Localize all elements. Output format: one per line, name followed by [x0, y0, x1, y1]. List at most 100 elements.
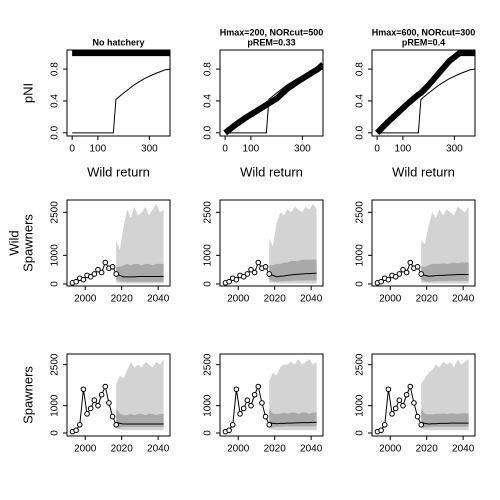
y-tick-label: 2500 — [203, 353, 214, 376]
observed-point — [84, 411, 90, 417]
x-tick-label: 2020 — [264, 444, 287, 455]
y-tick-label: 0.0 — [355, 125, 366, 139]
y-tick-label: 0.0 — [50, 125, 61, 139]
observed-point — [378, 278, 384, 285]
observed-point — [407, 259, 414, 266]
y-tick-label: 2500 — [50, 353, 61, 376]
x-tick-label: 0 — [374, 144, 380, 155]
observed-point — [240, 274, 247, 280]
pni-line — [225, 68, 323, 134]
x-tick-label: 2020 — [111, 294, 134, 305]
inner-band — [116, 408, 164, 428]
plot-box — [219, 49, 324, 137]
panel-title: No hatchery — [92, 37, 144, 47]
y-tick-label: 1000 — [355, 394, 366, 417]
inner-band — [116, 263, 164, 282]
observed-point — [251, 269, 258, 276]
observed-point — [414, 413, 421, 420]
observed-point — [226, 427, 232, 434]
pni-line — [377, 68, 475, 134]
outer-band — [116, 203, 164, 284]
x-tick-label: 2040 — [147, 444, 170, 455]
observed-point — [385, 276, 392, 283]
observed-point — [91, 271, 98, 277]
y-tick-label: 0 — [355, 281, 366, 287]
y-tick-label: 1000 — [50, 244, 61, 267]
observed-point — [95, 402, 101, 409]
plot-box — [66, 353, 171, 437]
outer-band — [421, 359, 469, 431]
x-tick-label: 0 — [222, 144, 228, 155]
observed-point — [403, 269, 410, 276]
observed-point — [396, 397, 403, 403]
x-tick-label: 2000 — [74, 444, 97, 455]
observed-point — [411, 400, 417, 406]
plot-box — [371, 353, 476, 437]
y-tick-label: 0.4 — [203, 94, 214, 108]
plot-box — [66, 199, 171, 287]
observed-point — [229, 421, 236, 428]
y-axis-label: Spawners — [20, 366, 35, 424]
x-tick-label: 100 — [243, 144, 260, 155]
x-tick-label: 2040 — [452, 444, 475, 455]
y-tick-label: 0 — [203, 281, 214, 287]
plot-box — [66, 49, 171, 137]
x-tick-label: 2020 — [416, 294, 439, 305]
x-tick-label: 2040 — [300, 294, 323, 305]
x-axis-label: Wild return — [87, 164, 150, 179]
y-tick-label: 0 — [355, 430, 366, 436]
observed-point — [266, 271, 273, 277]
y-tick-label: 1000 — [203, 244, 214, 267]
observed-point — [392, 274, 399, 280]
observed-point — [244, 397, 251, 403]
panel-title: pREM=0.4 — [402, 37, 445, 47]
plot-box — [219, 199, 324, 287]
observed-point — [381, 421, 388, 428]
observed-point — [226, 278, 232, 285]
observed-point — [113, 421, 120, 428]
observed-point — [76, 421, 83, 428]
observed-point — [400, 266, 406, 273]
panel-title: Hmax=600, NORcut=300 — [372, 27, 476, 37]
plot-box — [219, 353, 324, 437]
median-line — [421, 273, 469, 277]
median-line — [269, 421, 317, 425]
observed-point — [378, 427, 384, 434]
x-tick-label: 300 — [446, 144, 463, 155]
x-tick-label: 100 — [90, 144, 107, 155]
x-tick-label: 2000 — [227, 444, 250, 455]
y-tick-label: 0.8 — [355, 62, 366, 76]
observed-point — [396, 271, 403, 277]
observed-point — [102, 259, 109, 266]
x-tick-label: 2020 — [416, 444, 439, 455]
observed-point — [102, 383, 109, 390]
observed-point — [389, 411, 395, 417]
median-line — [421, 421, 469, 425]
y-tick-label: 0 — [50, 430, 61, 436]
observed-point — [385, 386, 392, 393]
observed-point — [233, 276, 240, 283]
median-line — [116, 273, 164, 278]
observed-point — [403, 391, 410, 398]
observed-point — [87, 274, 94, 280]
x-tick-label: 100 — [395, 144, 412, 155]
observed-point — [255, 383, 262, 390]
x-axis-label: Wild return — [240, 164, 303, 179]
y-tick-label: 1000 — [355, 244, 366, 267]
pni-line — [72, 68, 170, 134]
observed-point — [91, 397, 98, 403]
observed-point — [95, 266, 101, 273]
plot-box — [371, 49, 476, 137]
x-tick-label: 2000 — [227, 294, 250, 305]
x-tick-label: 300 — [294, 144, 311, 155]
observed-point — [259, 400, 265, 406]
y-axis-label: Wild — [6, 230, 21, 255]
median-line — [116, 421, 164, 425]
plot-box — [371, 199, 476, 287]
y-tick-label: 2500 — [203, 201, 214, 224]
observed-point — [237, 411, 243, 417]
pni-line — [375, 50, 475, 135]
observed-point — [106, 400, 112, 406]
observed-point — [248, 266, 254, 273]
